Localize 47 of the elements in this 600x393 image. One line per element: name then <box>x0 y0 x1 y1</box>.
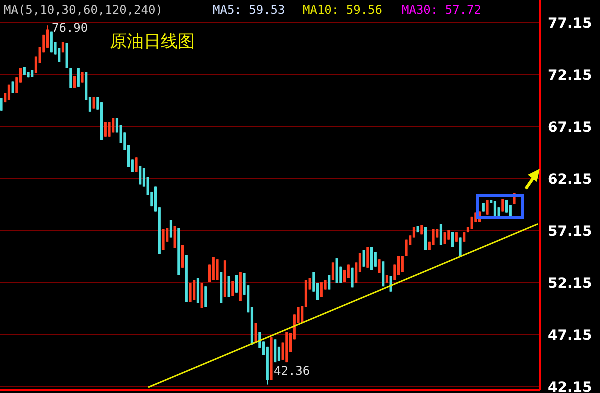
candlestick <box>46 25 50 48</box>
candlestick <box>73 76 76 88</box>
annotation: MA(5,10,30,60,120,240) <box>4 3 163 17</box>
candlestick <box>328 274 331 290</box>
annotation: 76.90 <box>52 21 88 35</box>
candlestick <box>204 286 208 308</box>
candlestick <box>274 339 277 364</box>
y-tick-label: 57.15 <box>548 224 592 240</box>
candlestick <box>181 244 184 268</box>
text: 原油日线图 <box>110 31 195 53</box>
candlestick <box>451 232 454 248</box>
candlestick <box>104 122 107 138</box>
candlestick <box>112 118 115 134</box>
candlestick <box>362 250 366 268</box>
candlestick <box>235 274 238 294</box>
annotation: MA10: 59.56 <box>303 3 382 17</box>
y-tick-label: 42.15 <box>548 380 592 393</box>
candlestick <box>77 68 80 88</box>
candlestick <box>463 232 466 242</box>
annotation: MA30: 57.72 <box>402 3 482 17</box>
candlestick <box>505 200 508 214</box>
candlestick <box>444 232 446 244</box>
candlestick <box>455 232 458 242</box>
y-tick-label: 67.15 <box>548 120 592 136</box>
candlestick <box>440 224 443 246</box>
annotation: MA5: 59.53 <box>213 3 286 17</box>
candlestick <box>347 264 350 279</box>
y-tick-label: 47.15 <box>548 328 592 344</box>
candlestick <box>70 68 72 88</box>
candlestick <box>470 216 474 230</box>
candlestick <box>378 259 381 274</box>
candlestick <box>0 98 3 112</box>
candlestick <box>254 322 258 344</box>
candlestick <box>212 257 215 281</box>
y-tick-label: 52.15 <box>548 276 592 292</box>
y-tick-label: 62.15 <box>548 172 592 188</box>
y-tick-label: 72.15 <box>548 68 592 84</box>
annotation: 42.36 <box>274 364 310 378</box>
candlestick <box>343 269 346 283</box>
candlestick <box>370 246 374 270</box>
candlestick <box>170 220 173 238</box>
candlestick <box>366 246 370 268</box>
candlestick <box>332 262 335 281</box>
candlestick <box>232 280 234 296</box>
candlestick <box>228 276 230 298</box>
candlestick <box>8 84 11 101</box>
y-tick-label: 77.15 <box>548 16 592 32</box>
